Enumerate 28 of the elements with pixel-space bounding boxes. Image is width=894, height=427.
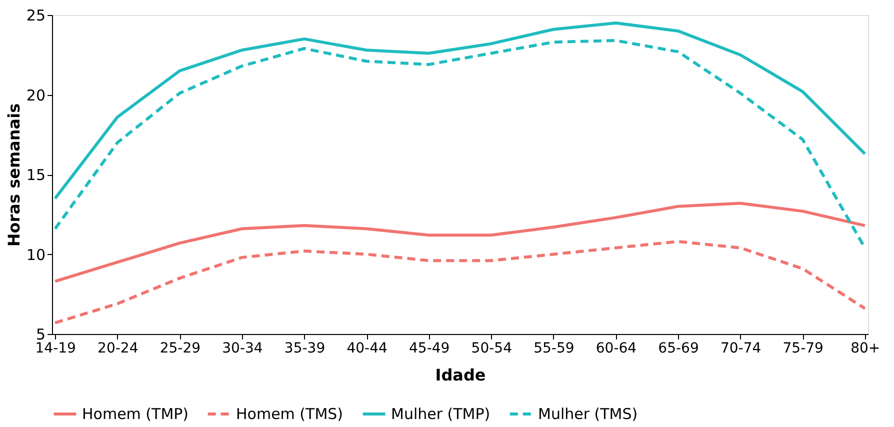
- x-axis-title: Idade: [435, 366, 486, 384]
- x-tick-label: 50-54: [471, 340, 512, 356]
- legend-label: Mulher (TMS): [538, 405, 638, 423]
- x-tick-label: 20-24: [98, 340, 138, 356]
- y-tick-label: 25: [26, 6, 46, 24]
- x-tick-label: 35-39: [284, 340, 326, 356]
- line-series: [54, 202, 866, 283]
- y-tick-label: 15: [26, 166, 46, 184]
- y-axis-title: Horas semanais: [4, 103, 24, 247]
- x-tick-label: 75-79: [782, 340, 824, 356]
- legend-label: Homem (TMP): [82, 405, 189, 423]
- legend-label: Homem (TMS): [236, 405, 344, 423]
- y-tick-label: 10: [26, 246, 46, 264]
- x-tick-label: 25-29: [160, 340, 201, 356]
- x-tick-label: 70-74: [720, 340, 762, 356]
- line-series: [54, 240, 866, 324]
- x-tick-label: 14-19: [35, 340, 76, 356]
- x-tick-label: 65-69: [658, 340, 699, 356]
- x-tick-label: 80+: [850, 340, 880, 356]
- x-tick-label: 55-59: [534, 340, 574, 356]
- y-tick-label: 5: [36, 326, 46, 344]
- x-tick-label: 40-44: [346, 340, 388, 356]
- legend-label: Mulher (TMP): [391, 405, 490, 423]
- x-tick-label: 30-34: [222, 340, 263, 356]
- x-tick-label: 60-64: [596, 340, 637, 356]
- x-tick-label: 45-49: [409, 340, 450, 356]
- y-tick-label: 20: [26, 86, 46, 104]
- line-series: [54, 21, 866, 200]
